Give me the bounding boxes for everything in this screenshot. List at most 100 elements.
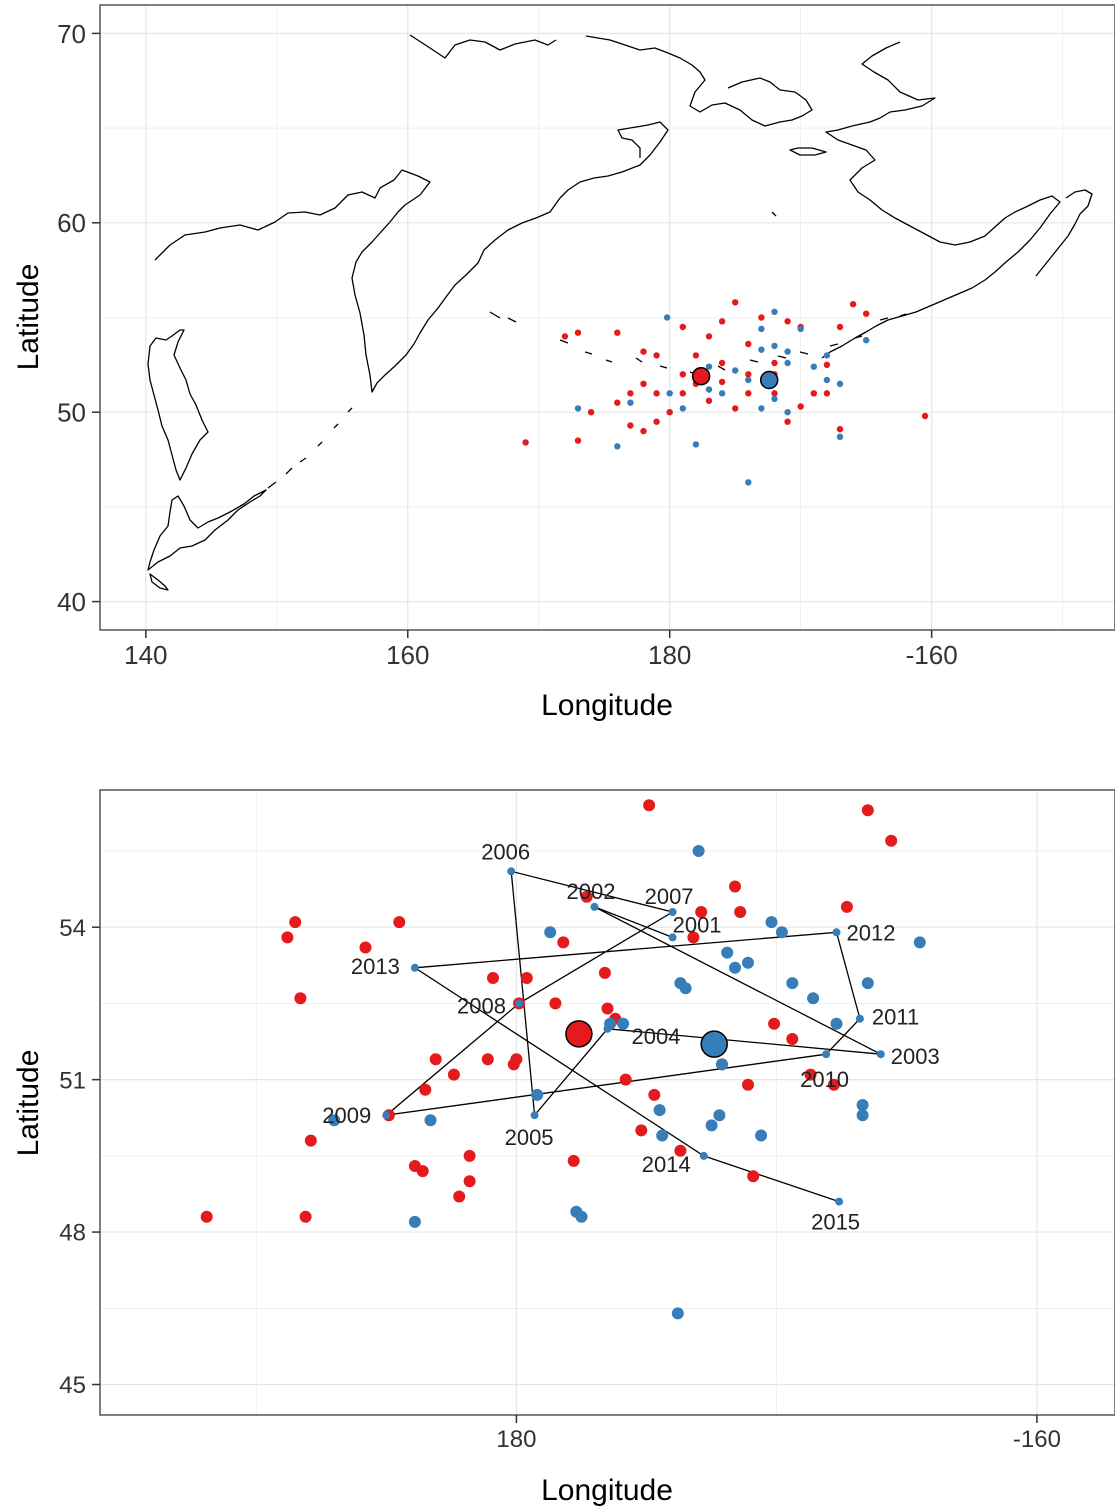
blue-point — [713, 1109, 726, 1122]
blue-point — [705, 386, 713, 393]
coastline-alaska — [821, 41, 1061, 359]
blue-point — [692, 845, 705, 857]
blue-point — [617, 1017, 630, 1030]
red-point — [705, 333, 713, 340]
x-tick-label: 180 — [648, 640, 691, 670]
red-point — [742, 1078, 754, 1091]
red-point — [614, 329, 621, 336]
track-vertex — [876, 1050, 885, 1059]
observation-points — [200, 799, 926, 1320]
red-point — [574, 437, 582, 444]
year-label: 2015 — [811, 1210, 860, 1235]
blue-point — [745, 479, 752, 486]
blue-point — [732, 367, 739, 374]
red-point — [786, 1033, 799, 1045]
blue-point — [653, 1104, 666, 1117]
x-axis-title: Longitude — [541, 689, 673, 722]
red-point — [648, 1088, 661, 1101]
observation-points — [522, 299, 929, 486]
blue-point — [666, 390, 673, 397]
blue-point — [424, 1114, 437, 1127]
red-point — [745, 390, 752, 397]
red-point — [510, 1053, 523, 1066]
blue-point — [771, 308, 778, 315]
red-point — [732, 405, 739, 412]
red-point — [745, 371, 752, 378]
red-point — [294, 992, 307, 1005]
red-point — [885, 834, 898, 847]
track-vertex — [668, 933, 677, 942]
y-tick-label: 40 — [57, 587, 86, 617]
red-point — [598, 966, 611, 979]
blue-point — [771, 342, 778, 350]
red-point — [674, 1144, 687, 1157]
blue-point — [679, 982, 692, 995]
red-point — [299, 1210, 312, 1223]
track-vertex — [832, 928, 841, 937]
red-point — [666, 409, 673, 416]
blue-point — [810, 363, 817, 370]
coastline-kuril-islands — [267, 407, 353, 489]
red-point — [921, 412, 929, 420]
red-point — [863, 310, 870, 317]
blue-point — [856, 1099, 869, 1111]
year-label: 2004 — [632, 1024, 681, 1049]
red-point — [718, 359, 726, 367]
red-point — [679, 323, 686, 331]
track-vertex — [515, 999, 523, 1008]
blue-point — [807, 992, 820, 1005]
track-vertex — [603, 1024, 612, 1033]
red-point — [289, 916, 302, 929]
red-point — [718, 378, 726, 386]
y-axis-ticks: 40 50 60 70 — [57, 19, 100, 617]
year-label: 2001 — [673, 912, 722, 937]
grid-lines — [100, 5, 1115, 630]
red-point — [481, 1053, 494, 1066]
red-point — [580, 890, 593, 903]
year-label: 2010 — [800, 1067, 849, 1092]
coastline — [147, 34, 1093, 591]
red-point — [705, 397, 713, 404]
red-point — [281, 931, 294, 944]
blue-point — [671, 1307, 684, 1320]
y-tick-label: 51 — [59, 1067, 86, 1094]
blue-point — [721, 946, 734, 959]
red-point — [747, 1170, 760, 1183]
blue-point — [823, 376, 831, 384]
red-point — [522, 439, 529, 446]
red-point — [393, 916, 406, 929]
red-point — [643, 799, 656, 812]
red-point — [463, 1149, 476, 1162]
blue-point — [718, 390, 726, 397]
year-label: 2012 — [847, 920, 896, 945]
track-vertex — [382, 1111, 391, 1120]
red-point — [549, 997, 562, 1010]
red-point — [653, 390, 660, 397]
coastline-anadyr — [617, 121, 669, 173]
blue-point — [575, 1210, 588, 1223]
x-axis-title: Longitude — [541, 1474, 673, 1507]
blue-point — [679, 405, 686, 412]
y-tick-label: 70 — [57, 19, 86, 49]
red-point — [574, 329, 582, 336]
red-point — [679, 390, 686, 397]
red-point — [601, 1002, 614, 1015]
coastline-okhotsk-kamchatka — [154, 169, 623, 393]
track-vertex — [530, 1111, 539, 1120]
blue-point — [328, 1114, 341, 1127]
year-label: 2005 — [505, 1125, 554, 1150]
red-point — [653, 352, 660, 359]
coastline-hokkaido — [147, 489, 267, 571]
red-point — [823, 361, 831, 368]
red-point — [640, 348, 647, 355]
blue-point — [784, 409, 791, 416]
y-tick-label: 60 — [57, 208, 86, 238]
year-label: 2002 — [567, 879, 616, 904]
track-vertex — [590, 902, 599, 911]
blue-point — [784, 359, 791, 367]
panel-zoom-map: 2001 2002 2003 2004 2005 2006 2007 2008 2009 2010… — [12, 789, 1115, 1507]
track-vertex — [507, 867, 516, 876]
red-mean-point — [565, 1020, 593, 1048]
blue-point — [663, 314, 671, 321]
